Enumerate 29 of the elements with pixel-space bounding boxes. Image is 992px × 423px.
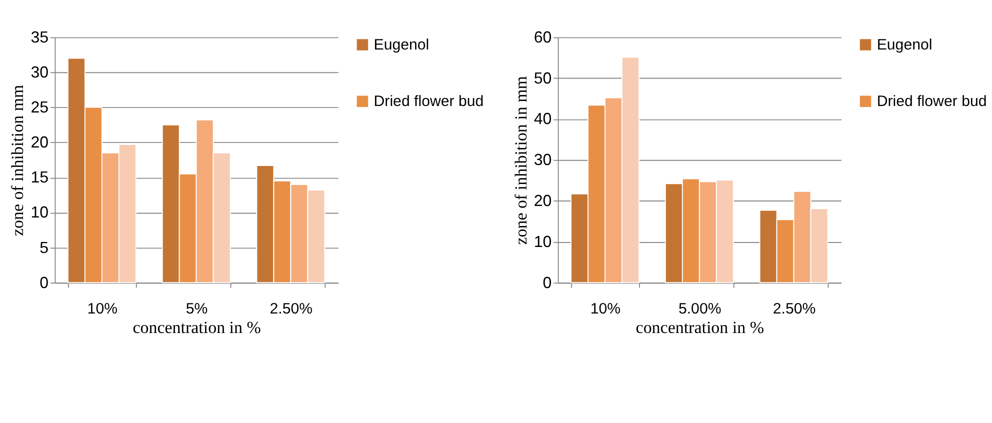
y-tick-label: 10 <box>534 232 552 251</box>
y-tick-label: 60 <box>534 28 552 46</box>
y-tick-label: 5 <box>40 238 49 257</box>
legend-label: Eugenol <box>374 36 430 54</box>
y-tick-label: 40 <box>534 110 552 128</box>
legend-label: Dried flower bud <box>876 93 987 110</box>
x-tick-label: 10% <box>590 300 621 318</box>
y-tick-label: 30 <box>534 151 552 170</box>
y-tick-label: 30 <box>30 63 49 82</box>
x-tick-label: 5.00% <box>678 300 722 318</box>
y-tick-label: 15 <box>30 168 49 187</box>
legend-label: Dried flower bud <box>374 93 484 110</box>
x-tick-label: 2.50% <box>270 300 313 318</box>
y-axis-title: zone of inhibition in mm <box>511 76 530 245</box>
y-tick-label: 0 <box>542 274 552 292</box>
x-tick-label: 10% <box>87 300 118 318</box>
x-tick-label: 2.50% <box>772 300 816 318</box>
x-axis-title: concentration in % <box>132 318 261 338</box>
y-axis-title: zone of inhibition mm <box>8 84 28 236</box>
y-tick-label: 20 <box>30 134 49 152</box>
legend-label: Eugenol <box>876 36 932 54</box>
x-tick-label: 5% <box>186 300 208 318</box>
y-tick-label: 20 <box>534 192 552 210</box>
x-axis-title: concentration in % <box>636 318 764 338</box>
y-tick-label: 50 <box>534 69 552 88</box>
y-tick-label: 35 <box>30 28 49 46</box>
y-tick-label: 25 <box>30 98 49 117</box>
y-tick-label: 10 <box>30 204 49 222</box>
y-tick-label: 0 <box>40 274 49 292</box>
